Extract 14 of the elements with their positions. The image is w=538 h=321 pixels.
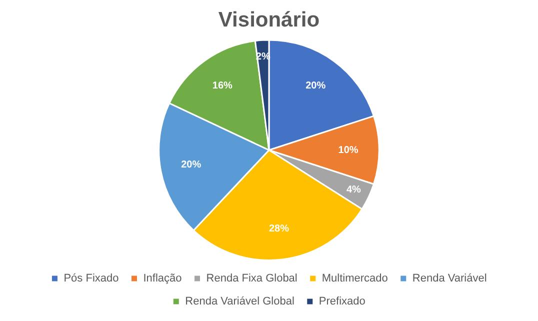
- legend-label: Prefixado: [318, 296, 366, 308]
- data-label: 20%: [306, 80, 326, 92]
- data-label: 16%: [212, 80, 232, 92]
- data-label: 28%: [268, 224, 290, 235]
- legend-label: Pós Fixado: [64, 272, 119, 285]
- legend-label: Renda Fixa Global: [206, 272, 298, 285]
- data-label: 10%: [338, 144, 358, 156]
- legend-label: Inflação: [143, 272, 182, 285]
- data-label: 20%: [181, 160, 202, 171]
- data-label: 4%: [346, 184, 362, 196]
- legend-label: Renda Variável Global: [185, 296, 294, 308]
- legend-label: Renda Variável: [412, 272, 487, 285]
- chart-title: Visionário: [218, 8, 320, 32]
- legend-label: Multimercado: [322, 272, 388, 285]
